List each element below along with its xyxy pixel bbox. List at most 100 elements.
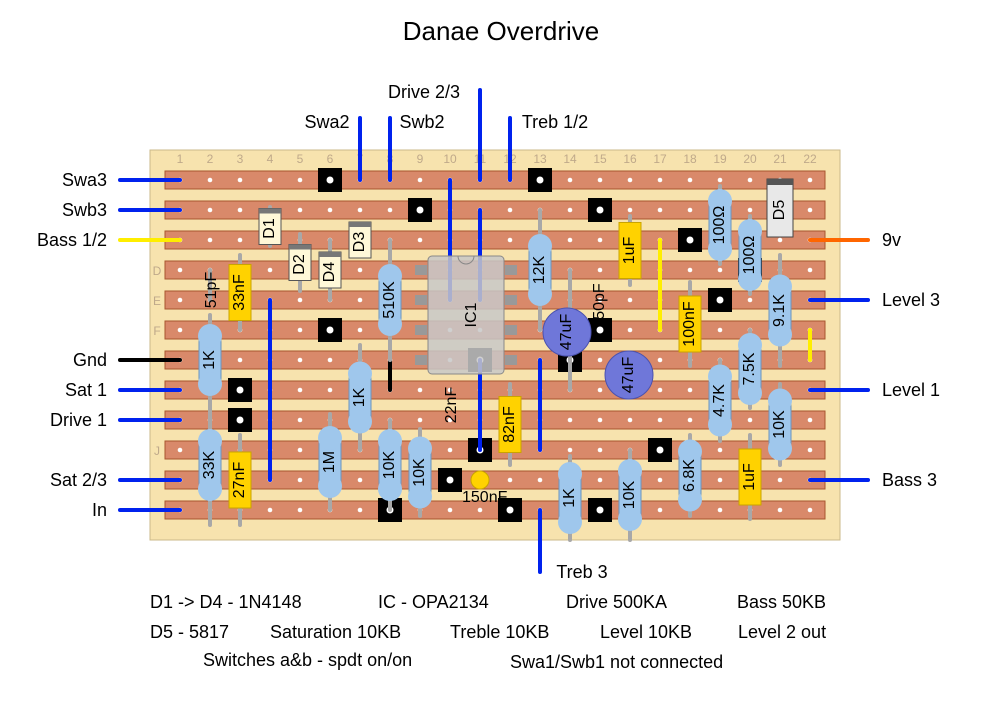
- component-label: 7.5K: [741, 352, 758, 385]
- component-label: 10K: [411, 458, 428, 487]
- strip-hole: [687, 267, 693, 273]
- label-swa2: Swa2: [304, 112, 349, 132]
- strip-hole: [207, 237, 213, 243]
- strip-hole: [657, 177, 663, 183]
- strip-hole: [597, 387, 603, 393]
- electrolytic-c47u_b: 47uF: [604, 350, 654, 400]
- strip-hole: [177, 297, 183, 303]
- component-label: 33K: [201, 450, 218, 479]
- top-labels: Drive 2/3 Swa2 Swb2 Treb 1/2: [304, 82, 588, 132]
- component-label: 47uF: [620, 357, 637, 394]
- strip-hole: [807, 177, 813, 183]
- component-label: 510K: [381, 281, 398, 319]
- strip-hole: [507, 237, 513, 243]
- component-label: 1M: [321, 451, 338, 473]
- strip-hole: [297, 507, 303, 513]
- label-swb2: Swb2: [399, 112, 444, 132]
- diode-d4: D4: [318, 238, 342, 302]
- capacitor-c33n: 33nF: [228, 253, 252, 332]
- column-number: 19: [713, 152, 727, 166]
- column-number: 2: [207, 152, 214, 166]
- label-treb3: Treb 3: [556, 562, 607, 582]
- strip-hole: [687, 387, 693, 393]
- strip-hole: [657, 387, 663, 393]
- component-label: 150pF: [591, 283, 608, 329]
- diode-d5: D5: [766, 178, 794, 238]
- component-label: 22nF: [443, 387, 460, 424]
- strip-hole: [657, 507, 663, 513]
- strip-hole: [657, 207, 663, 213]
- component-label: 82nF: [501, 406, 518, 443]
- strip-hole: [597, 297, 603, 303]
- resistor-r10k_b: 10K: [378, 418, 402, 512]
- strip-hole: [447, 447, 453, 453]
- note-d5: D5 - 5817: [150, 622, 229, 642]
- strip-hole: [687, 177, 693, 183]
- label-9v: 9v: [882, 230, 901, 250]
- component-label: D1: [261, 218, 278, 239]
- track-cut: [678, 228, 702, 252]
- component-label: 10K: [381, 450, 398, 479]
- resistor-r6k8: 6.8K: [678, 433, 702, 518]
- column-number: 14: [563, 152, 577, 166]
- strip-hole: [417, 417, 423, 423]
- strip-hole: [717, 447, 723, 453]
- note-not-connected: Swa1/Swb1 not connected: [510, 652, 723, 672]
- strip-hole: [507, 477, 513, 483]
- strip-hole: [297, 327, 303, 333]
- strip-hole: [207, 177, 213, 183]
- resistor-r10k_c: 10K: [408, 427, 432, 518]
- strip-hole: [297, 417, 303, 423]
- resistor-r510k: 510K: [378, 238, 402, 362]
- track-cut: [588, 498, 612, 522]
- track-cut: [588, 198, 612, 222]
- resistor-r9k1: 9.1K: [768, 253, 792, 368]
- strip-hole: [687, 417, 693, 423]
- strip-hole: [357, 477, 363, 483]
- strip-hole: [747, 297, 753, 303]
- component-label: 150nF: [462, 489, 508, 506]
- component-label: 27nF: [231, 462, 248, 499]
- strip-hole: [567, 177, 573, 183]
- note-switches: Switches a&b - spdt on/on: [203, 650, 412, 670]
- strip-hole: [387, 207, 393, 213]
- strip-hole: [777, 477, 783, 483]
- strip-hole: [357, 327, 363, 333]
- label-sat1: Sat 1: [65, 380, 107, 400]
- strip-hole: [807, 447, 813, 453]
- label-swb3: Swb3: [62, 200, 107, 220]
- label-bass3: Bass 3: [882, 470, 937, 490]
- label-in: In: [92, 500, 107, 520]
- row-letter: E: [153, 294, 161, 308]
- track-cut: [528, 168, 552, 192]
- strip-hole: [747, 177, 753, 183]
- copper-strip: [164, 470, 826, 490]
- note-drive-pot: Drive 500KA: [566, 592, 667, 612]
- column-number: 22: [803, 152, 817, 166]
- component-label: 1K: [561, 488, 578, 508]
- track-cut: [408, 198, 432, 222]
- copper-strip: [164, 440, 826, 460]
- capacitor-c150p: 150pF: [591, 283, 608, 329]
- electrolytic-c47u_a: 47uF: [542, 268, 592, 392]
- component-label: 1K: [351, 387, 368, 407]
- strip-hole: [327, 207, 333, 213]
- strip-hole: [807, 507, 813, 513]
- column-number: 20: [743, 152, 757, 166]
- column-number: 5: [297, 152, 304, 166]
- strip-hole: [267, 267, 273, 273]
- component-label: 10K: [621, 480, 638, 509]
- strip-hole: [327, 387, 333, 393]
- label-bass12: Bass 1/2: [37, 230, 107, 250]
- strip-hole: [297, 207, 303, 213]
- capacitor-c1u_b: 1uF: [738, 433, 762, 521]
- component-label: D5: [771, 200, 788, 221]
- track-cut: [498, 498, 522, 522]
- strip-hole: [567, 207, 573, 213]
- strip-hole: [627, 177, 633, 183]
- strip-hole: [747, 417, 753, 423]
- column-number: 18: [683, 152, 697, 166]
- column-number: 13: [533, 152, 547, 166]
- label-drive23: Drive 2/3: [388, 82, 460, 102]
